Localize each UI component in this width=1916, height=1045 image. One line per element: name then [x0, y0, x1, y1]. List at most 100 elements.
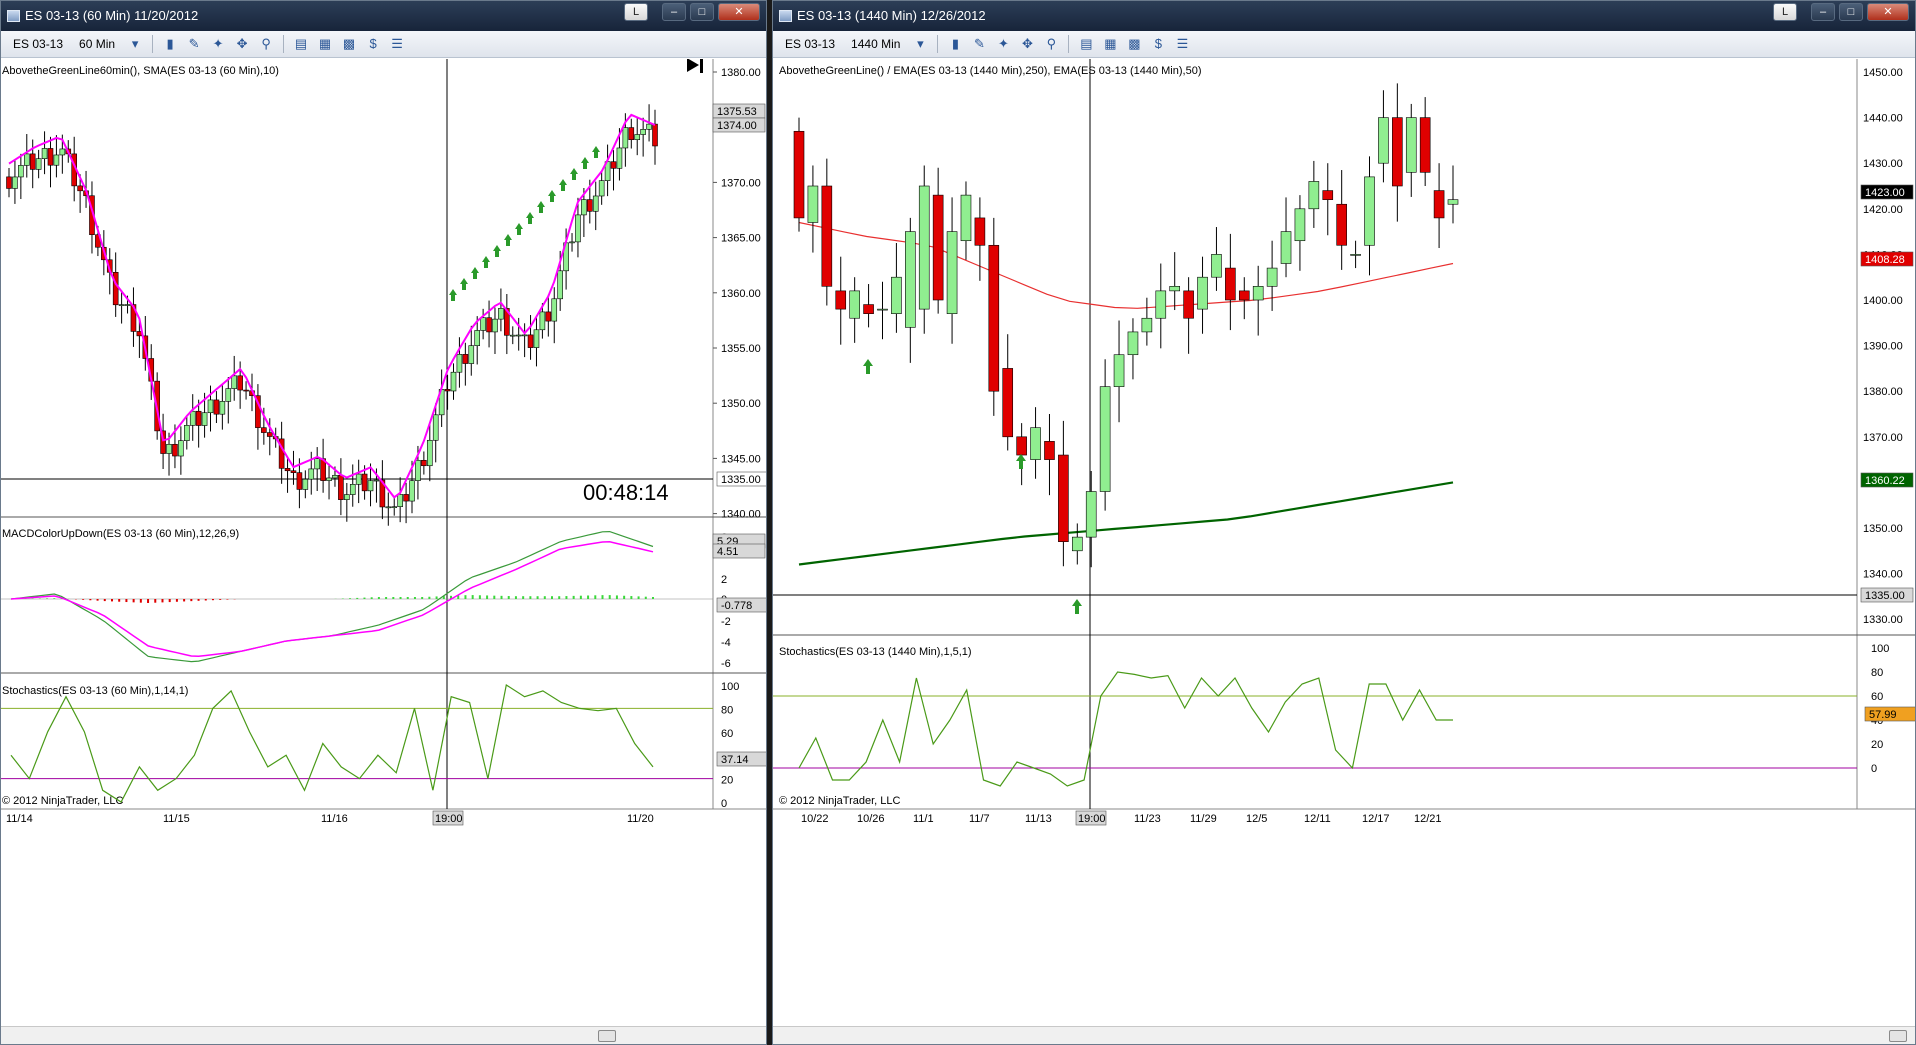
candle	[1252, 286, 1264, 301]
ema250-tag-box	[1860, 472, 1914, 488]
signal-arrow	[504, 234, 512, 246]
candle	[432, 414, 439, 441]
candle	[385, 506, 392, 509]
candle	[1280, 231, 1292, 264]
interval-selector[interactable]: 1440 Min	[851, 37, 901, 51]
candle	[1238, 290, 1250, 301]
signal-arrow	[1072, 599, 1082, 614]
ema250-line	[798, 481, 1454, 566]
candle	[545, 311, 552, 322]
chart-trader-icon[interactable]: ▩	[342, 36, 356, 51]
candle	[124, 304, 131, 306]
candle	[1225, 267, 1236, 301]
candle	[1030, 427, 1041, 460]
candle	[296, 472, 303, 490]
macd-signal-line	[10, 541, 654, 658]
candle	[634, 134, 641, 141]
candle	[261, 427, 267, 433]
candle	[361, 473, 368, 492]
dropdown-icon[interactable]: ▾	[917, 36, 924, 51]
candle	[646, 123, 652, 130]
money-icon[interactable]: $	[1154, 36, 1163, 51]
link-button[interactable]: L	[1773, 3, 1797, 21]
bar-type-icon[interactable]: ▮	[166, 36, 174, 51]
properties-icon[interactable]: ☰	[1176, 36, 1189, 51]
time-axis-label: 11/13	[1025, 813, 1052, 825]
data-box-icon[interactable]: ▤	[294, 36, 308, 51]
candle	[918, 185, 930, 310]
instrument-selector[interactable]: ES 03-13	[13, 37, 64, 51]
link-button[interactable]: L	[624, 3, 648, 21]
minimize-icon[interactable]: –	[1811, 3, 1835, 21]
candle	[237, 375, 243, 391]
time-axis-label: 10/26	[857, 813, 885, 825]
close-icon[interactable]: ✕	[718, 3, 760, 21]
time-axis-label: 11/16	[321, 813, 348, 825]
scrollbar-thumb[interactable]	[1889, 1030, 1907, 1042]
maximize-icon[interactable]: □	[690, 3, 714, 21]
zoom-icon[interactable]: ⚲	[261, 36, 271, 51]
copyright: © 2012 NinjaTrader, LLC	[779, 795, 900, 807]
candle	[367, 480, 374, 492]
bar-type-icon[interactable]: ▮	[951, 36, 959, 51]
indicator-icon[interactable]: ✦	[212, 36, 224, 51]
macd-tick-label: 2	[721, 574, 727, 586]
ema50-tag: 1408.28	[1865, 254, 1905, 266]
candle	[863, 304, 874, 314]
signal-arrow	[471, 267, 479, 279]
stoch-tick-label: 60	[1871, 691, 1883, 703]
properties-icon[interactable]: ☰	[391, 36, 403, 51]
price-tick-label: 1330.00	[1863, 614, 1903, 626]
scrollbar-thumb[interactable]	[598, 1030, 616, 1042]
signal-arrow	[526, 212, 534, 224]
price-tick-label: 1370.00	[721, 177, 761, 189]
interval-selector[interactable]: 60 Min	[79, 37, 116, 51]
horizontal-scrollbar[interactable]	[1, 1026, 766, 1044]
candle	[905, 231, 916, 328]
candle	[397, 494, 403, 507]
candle	[821, 185, 833, 287]
price-tick-label: 1355.00	[721, 343, 761, 355]
candle	[391, 506, 398, 508]
money-icon[interactable]: $	[369, 36, 377, 51]
crosshair-price-tag: 1335.00	[721, 474, 761, 486]
zoom-icon[interactable]: ⚲	[1046, 36, 1057, 51]
data-box-icon[interactable]: ▤	[1080, 36, 1093, 51]
candle	[1294, 208, 1306, 242]
strategy-icon[interactable]: ▦	[318, 36, 332, 51]
candle	[504, 308, 510, 336]
candle	[266, 432, 273, 437]
close-icon[interactable]: ✕	[1867, 3, 1909, 21]
ema50-tag-box	[1860, 251, 1914, 267]
candle	[628, 127, 635, 141]
crosshair-icon[interactable]: ✥	[236, 36, 248, 51]
candle	[1322, 190, 1334, 200]
candle	[1392, 117, 1403, 187]
macd-panel-label: MACDColorUpDown(ES 03-13 (60 Min),12,26,…	[2, 528, 239, 540]
candle	[166, 443, 172, 454]
indicator-icon[interactable]: ✦	[997, 36, 1009, 51]
stoch-panel-label: Stochastics(ES 03-13 (60 Min),1,14,1)	[2, 685, 188, 697]
chart-trader-icon[interactable]: ▩	[1128, 36, 1141, 51]
minimize-icon[interactable]: –	[662, 3, 686, 21]
candle	[409, 480, 415, 502]
instrument-selector[interactable]: ES 03-13	[785, 37, 836, 51]
dropdown-icon[interactable]: ▾	[131, 36, 139, 51]
strategy-icon[interactable]: ▦	[1104, 36, 1117, 51]
candle	[498, 308, 504, 320]
candle	[6, 176, 12, 189]
horizontal-scrollbar[interactable]	[773, 1026, 1915, 1044]
candle	[533, 329, 540, 348]
stoch-tick-label: 100	[1871, 643, 1889, 655]
candle	[421, 459, 427, 467]
crosshair-icon[interactable]: ✥	[1021, 36, 1033, 51]
drawing-tool-icon[interactable]: ✎	[973, 36, 985, 51]
price-tag: 1374.00	[717, 120, 757, 132]
chart-area[interactable]: AbovetheGreenLine60min(), SMA(ES 03-13 (…	[1, 59, 767, 849]
drawing-tool-icon[interactable]: ✎	[188, 36, 200, 51]
crosshair-price-tag: 1335.00	[1865, 590, 1905, 602]
maximize-icon[interactable]: □	[1839, 3, 1863, 21]
chart-area[interactable]: AbovetheGreenLine() / EMA(ES 03-13 (1440…	[773, 59, 1916, 849]
candle	[581, 199, 587, 216]
candle	[18, 165, 24, 178]
